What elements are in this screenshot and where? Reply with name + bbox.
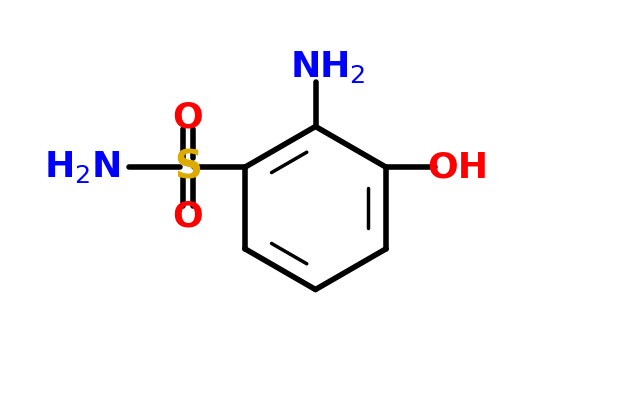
Text: O: O	[172, 200, 203, 234]
Text: NH$_2$: NH$_2$	[290, 50, 365, 85]
Text: OH: OH	[427, 150, 488, 184]
Text: S: S	[174, 148, 202, 186]
Text: O: O	[172, 101, 203, 134]
Text: H$_2$N: H$_2$N	[44, 149, 121, 185]
